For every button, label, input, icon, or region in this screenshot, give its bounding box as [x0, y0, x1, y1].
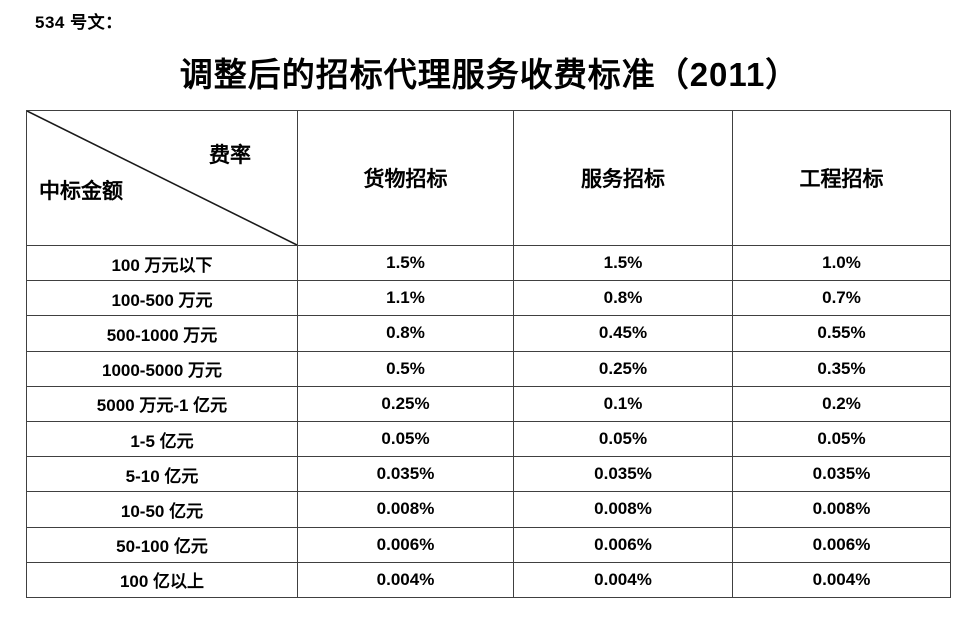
rate-cell: 0.35%	[732, 350, 951, 387]
rate-cell: 1.5%	[513, 244, 733, 282]
rate-cell: 1.0%	[732, 244, 951, 282]
rate-cell: 0.035%	[732, 456, 951, 493]
amount-range-cell: 5-10 亿元	[26, 456, 298, 493]
amount-range-cell: 5000 万元-1 亿元	[26, 385, 298, 422]
table-row: 100 亿以上 0.004% 0.004% 0.004%	[26, 561, 951, 599]
table-row: 5000 万元-1 亿元 0.25% 0.1% 0.2%	[26, 385, 951, 422]
rate-cell: 0.05%	[513, 420, 733, 458]
doc-number-label: 534 号文：	[35, 13, 123, 32]
amount-range-cell: 100 万元以下	[26, 244, 298, 282]
rate-cell: 0.5%	[297, 350, 514, 387]
rate-cell: 0.8%	[297, 315, 514, 352]
rate-cell: 0.45%	[513, 315, 733, 352]
amount-range-cell: 100 亿以上	[26, 561, 298, 599]
rate-cell: 0.2%	[732, 385, 951, 422]
rate-cell: 0.25%	[297, 385, 514, 422]
table-row: 100 万元以下 1.5% 1.5% 1.0%	[26, 244, 951, 282]
table-row: 100-500 万元 1.1% 0.8% 0.7%	[26, 280, 951, 317]
rate-cell: 0.006%	[732, 526, 951, 563]
table-row: 1000-5000 万元 0.5% 0.25% 0.35%	[26, 350, 951, 387]
corner-label-rate: 费率	[209, 144, 251, 167]
rate-cell: 0.006%	[513, 526, 733, 563]
rate-cell: 0.25%	[513, 350, 733, 387]
rate-cell: 0.004%	[513, 561, 733, 599]
amount-range-cell: 500-1000 万元	[26, 315, 298, 352]
corner-header-cell: 费率 中标金额	[26, 110, 298, 246]
rate-cell: 0.1%	[513, 385, 733, 422]
rate-cell: 0.55%	[732, 315, 951, 352]
table-row: 10-50 亿元 0.008% 0.008% 0.008%	[26, 491, 951, 528]
column-header-service-bidding: 服务招标	[513, 110, 733, 246]
table-row: 50-100 亿元 0.006% 0.006% 0.006%	[26, 526, 951, 563]
column-header-engineering-bidding: 工程招标	[732, 110, 951, 246]
table-row: 5-10 亿元 0.035% 0.035% 0.035%	[26, 456, 951, 493]
rate-cell: 0.008%	[297, 491, 514, 528]
header-row: 费率 中标金额 货物招标 服务招标 工程招标	[26, 110, 951, 246]
rate-cell: 0.7%	[732, 280, 951, 317]
amount-range-cell: 1-5 亿元	[26, 420, 298, 458]
amount-range-cell: 100-500 万元	[26, 280, 298, 317]
rate-cell: 0.05%	[732, 420, 951, 458]
table-row: 500-1000 万元 0.8% 0.45% 0.55%	[26, 315, 951, 352]
rate-cell: 0.035%	[513, 456, 733, 493]
column-header-goods-bidding: 货物招标	[297, 110, 514, 246]
amount-range-cell: 50-100 亿元	[26, 526, 298, 563]
rate-cell: 0.004%	[297, 561, 514, 599]
page-title: 调整后的招标代理服务收费标准（2011）	[179, 56, 800, 93]
rate-cell: 0.004%	[732, 561, 951, 599]
rate-cell: 0.05%	[297, 420, 514, 458]
amount-range-cell: 1000-5000 万元	[26, 350, 298, 387]
table-body: 100 万元以下 1.5% 1.5% 1.0% 100-500 万元 1.1% 0.8% 0.…	[26, 244, 951, 599]
rate-cell: 0.006%	[297, 526, 514, 563]
rate-cell: 0.008%	[513, 491, 733, 528]
table-row: 1-5 亿元 0.05% 0.05% 0.05%	[26, 420, 951, 458]
diagonal-divider-line	[27, 111, 297, 245]
rate-cell: 0.008%	[732, 491, 951, 528]
corner-label-amount: 中标金额	[39, 180, 123, 203]
rate-cell: 1.5%	[297, 244, 514, 282]
rate-cell: 0.8%	[513, 280, 733, 317]
rate-cell: 1.1%	[297, 280, 514, 317]
rate-cell: 0.035%	[297, 456, 514, 493]
amount-range-cell: 10-50 亿元	[26, 491, 298, 528]
fee-standard-table: 费率 中标金额 货物招标 服务招标 工程招标 100 万元以下 1.5% 1.5% 1…	[26, 110, 951, 599]
